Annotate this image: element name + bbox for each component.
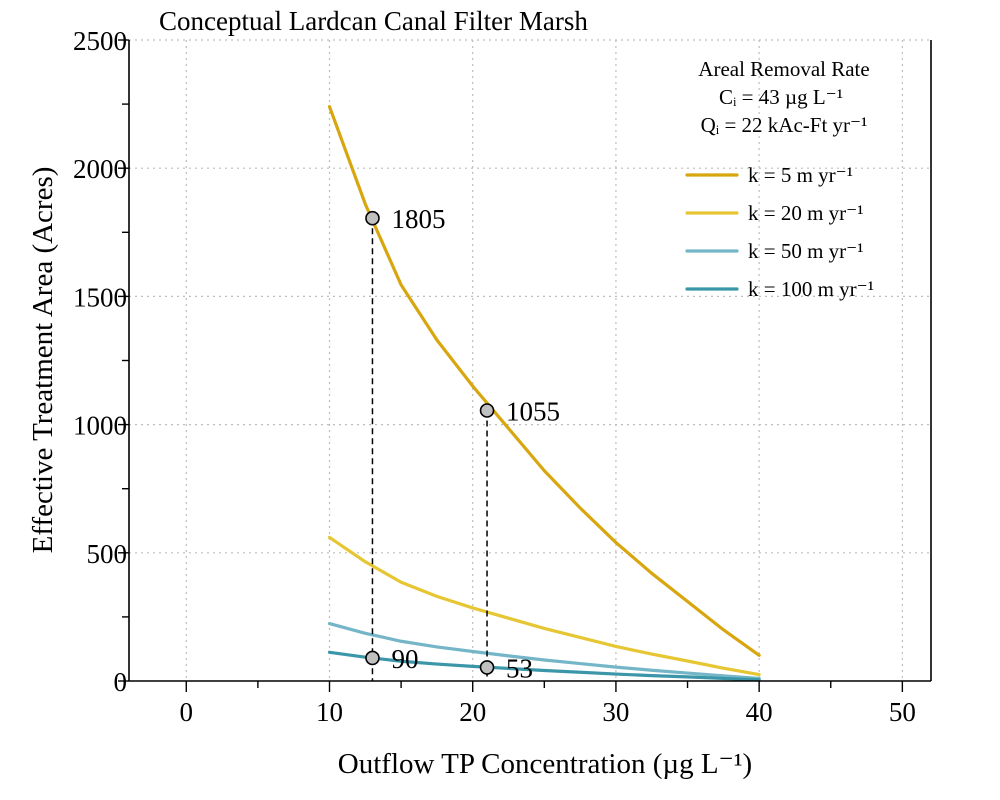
series-line-1 [327,105,761,657]
y-tick-label: 2500 [73,26,127,56]
series-line-3 [327,621,761,681]
x-tick-label: 0 [180,697,194,727]
data-point-label: 1055 [506,396,560,426]
y-tick-label: 500 [87,539,128,569]
gridlines [129,39,931,681]
series-line-4 [327,650,761,682]
series-line-2 [327,535,761,677]
legend-heading-line-1: Areal Removal Rate [698,57,869,81]
x-tick-label: 50 [889,697,916,727]
data-point-label: 90 [391,644,418,674]
x-tick-label: 10 [316,697,343,727]
x-tick-label: 40 [746,697,773,727]
legend-heading-line-3: Qᵢ = 22 kAc-Ft yr⁻¹ [701,113,868,137]
legend-label: k = 50 m yr⁻¹ [748,239,864,263]
data-point-marker [479,660,495,675]
y-tick-label: 2000 [73,154,127,184]
data-point-marker [365,210,380,226]
legend-label: k = 20 m yr⁻¹ [748,201,864,225]
x-tick-label: 30 [602,697,629,727]
data-point-label: 53 [506,653,533,683]
series-lines [327,105,761,682]
y-tick-label: 1000 [73,411,127,441]
y-axis-label: Effective Treatment Area (Acres) [27,167,59,554]
legend-label: k = 100 m yr⁻¹ [748,277,874,301]
legend: Areal Removal Rate Cᵢ = 43 µg L⁻¹ Qᵢ = 2… [685,57,874,301]
y-tick-label: 1500 [73,282,127,312]
data-point-label: 1805 [391,204,445,234]
drop-lines [371,218,488,681]
annotation-labels: 1805 1055 90 53 [391,204,560,683]
legend-heading-line-2: Cᵢ = 43 µg L⁻¹ [719,85,843,109]
chart-title: Conceptual Lardcan Canal Filter Marsh [159,6,588,36]
legend-entries: k = 5 m yr⁻¹ k = 20 m yr⁻¹ k = 50 m yr⁻¹ k … [685,163,874,301]
y-tick-label: 0 [114,667,128,697]
data-markers [365,210,495,675]
x-axis-label: Outflow TP Concentration (µg L⁻¹) [338,748,752,780]
data-point-marker [365,650,380,666]
legend-label: k = 5 m yr⁻¹ [748,163,853,187]
data-point-marker [479,403,495,418]
x-tick-label: 20 [459,697,486,727]
